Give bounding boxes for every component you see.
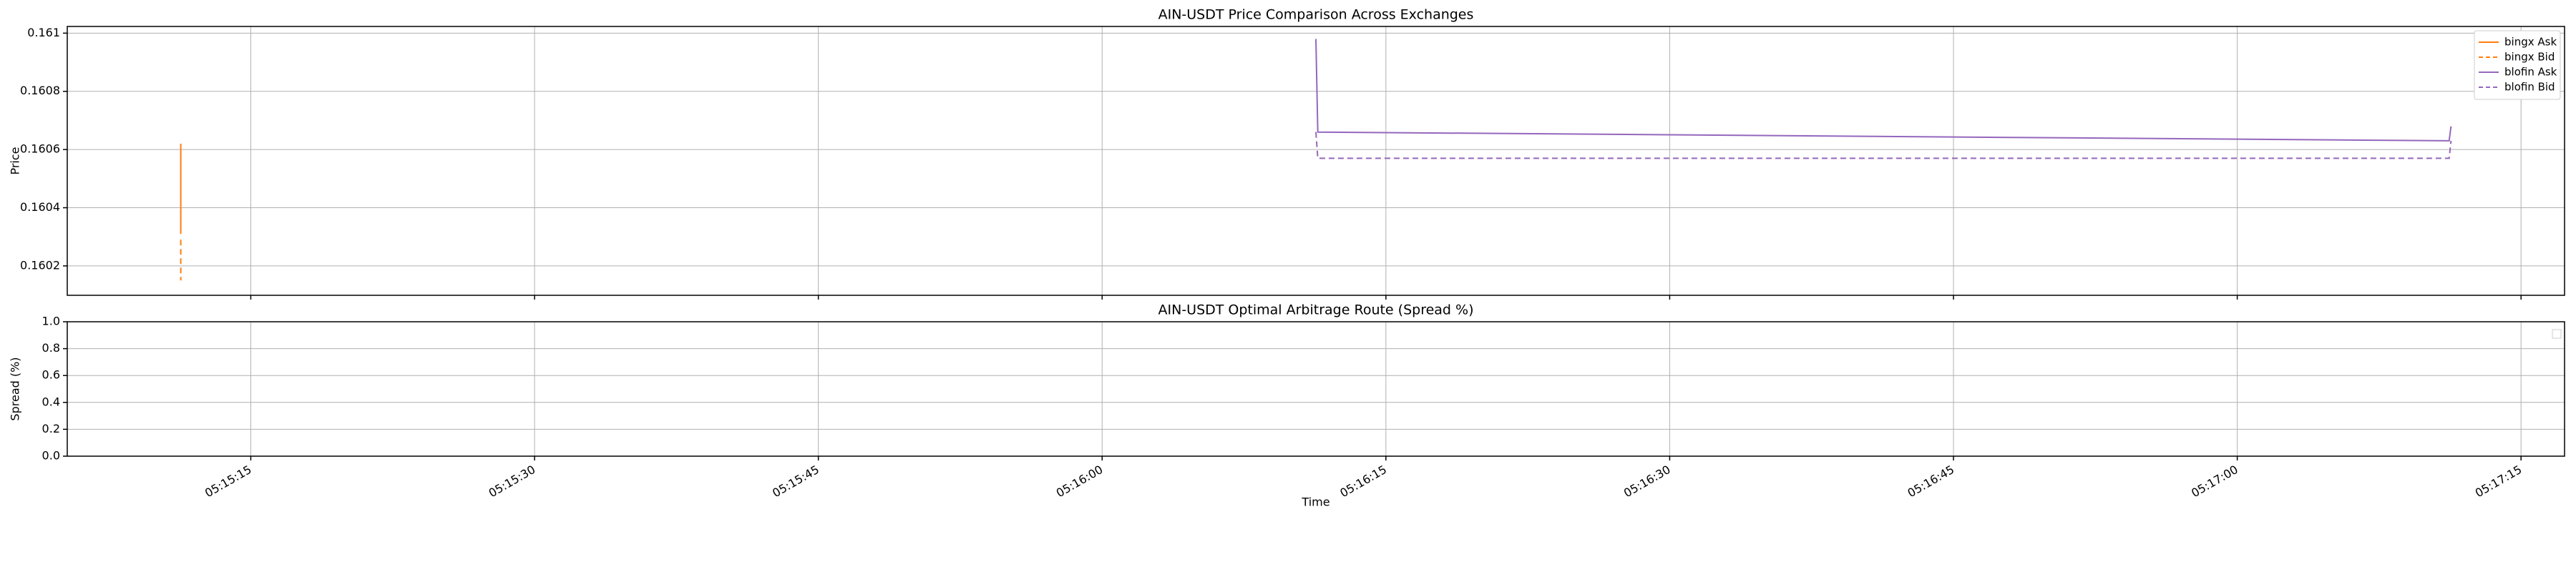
series-line [1315,132,2452,159]
y-tick-label: 0.1602 [20,258,60,272]
plot-frame [67,26,2565,296]
y-tick-label: 0.161 [27,26,60,39]
empty-legend [2552,329,2562,339]
x-tick-label: 05:15:15 [203,463,254,500]
y-tick-label: 0.6 [42,368,60,382]
plot-frame [67,321,2565,457]
x-axis-label: Time [1301,495,1330,509]
legend-label: bingx Bid [2504,51,2555,64]
y-tick-label: 0.2 [42,422,60,435]
x-tick-label: 05:16:45 [1906,463,1957,500]
y-tick-label: 1.0 [42,315,60,328]
x-tick-label: 05:16:00 [1054,463,1106,500]
x-tick-label: 05:16:30 [1621,463,1673,500]
y-tick-label: 0.1608 [20,84,60,97]
y-tick-label: 0.0 [42,449,60,463]
legend-label: bingx Ask [2504,36,2557,49]
x-tick-label: 05:15:30 [487,463,538,500]
x-tick-label: 05:17:15 [2473,463,2524,500]
y-axis-label: Spread (%) [9,357,22,420]
legend-label: blofin Ask [2504,66,2557,79]
x-tick-label: 05:16:15 [1337,463,1389,500]
legend-label: blofin Bid [2504,81,2555,94]
chart-title: AIN-USDT Price Comparison Across Exchang… [1158,7,1474,23]
x-tick-label: 05:17:00 [2189,463,2240,500]
series-line [1315,39,2452,142]
x-tick-label: 05:15:45 [770,463,821,500]
y-tick-label: 0.8 [42,341,60,355]
y-axis-label: Price [9,147,22,174]
chart-title: AIN-USDT Optimal Arbitrage Route (Spread… [1158,302,1474,318]
y-tick-label: 0.1604 [20,200,60,214]
y-tick-label: 0.4 [42,395,60,408]
y-tick-label: 0.1606 [20,142,60,156]
legend-box [2474,30,2561,100]
